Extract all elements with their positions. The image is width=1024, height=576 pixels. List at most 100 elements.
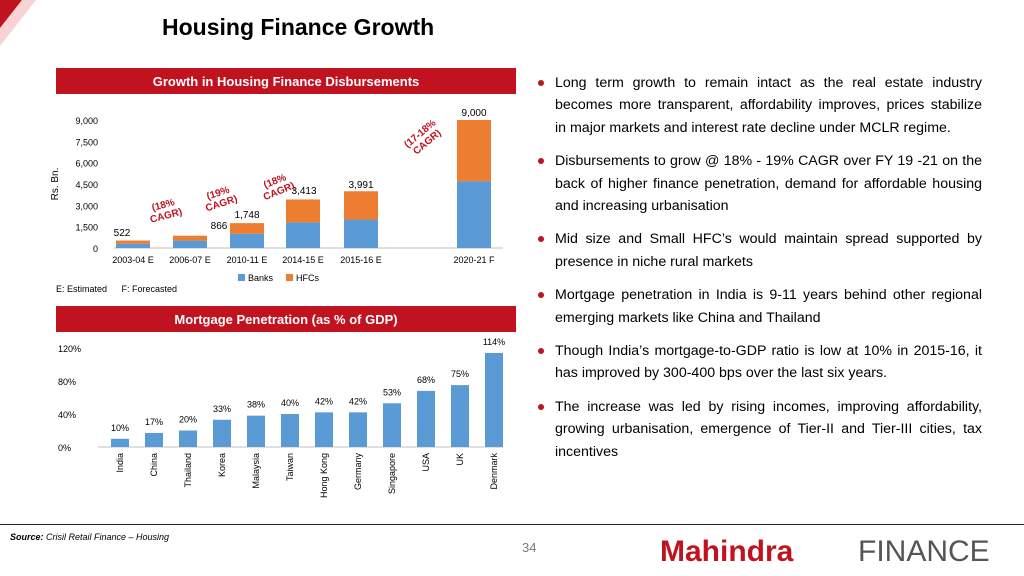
bar-banks	[230, 233, 264, 248]
bullet-item: Mortgage penetration in India is 9-11 ye…	[538, 284, 982, 329]
data-label: 42%	[315, 396, 333, 406]
bar	[281, 414, 299, 447]
bar	[179, 430, 197, 447]
disbursements-chart-header: Growth in Housing Finance Disbursements	[56, 68, 516, 94]
bar	[145, 432, 163, 447]
bar	[417, 390, 435, 447]
legend-label-hfcs: HFCs	[296, 273, 319, 283]
x-tick-label: 2015-16 E	[340, 255, 382, 265]
data-label: 3,413	[291, 186, 316, 197]
x-tick-label: 2020-21 F	[453, 255, 495, 265]
source-note: Source: Crisil Retail Finance – Housing	[10, 532, 169, 542]
legend-swatch-hfcs	[286, 274, 293, 281]
bar	[451, 385, 469, 447]
cagr-annotation: (17-18%CAGR)	[402, 118, 445, 159]
bar-banks	[286, 222, 320, 248]
bar-hfcs	[344, 191, 378, 220]
y-tick-label: 1,500	[75, 223, 98, 233]
y-tick-label: 4,500	[75, 180, 98, 190]
data-label: 114%	[483, 337, 505, 347]
page-title: Housing Finance Growth	[162, 14, 435, 40]
chart-footnote: E: Estimated F: Forecasted	[56, 284, 189, 294]
data-label: 53%	[383, 387, 401, 397]
x-tick-label: Hong Kong	[319, 453, 329, 498]
footnote-estimated: E: Estimated	[56, 284, 108, 294]
corner-decoration	[0, 0, 36, 46]
data-label: 866	[211, 221, 228, 232]
data-label: 20%	[179, 415, 197, 425]
bar-hfcs	[116, 240, 150, 244]
bullet-item: Mid size and Small HFC’s would maintain …	[538, 228, 982, 273]
cagr-annotation: (19%CAGR)	[201, 183, 239, 214]
x-tick-label: UK	[455, 453, 465, 466]
data-label: 17%	[145, 417, 163, 427]
source-label: Source:	[10, 532, 44, 542]
bar	[485, 352, 503, 447]
x-tick-label: Denmark	[489, 453, 499, 490]
disbursements-chart: Rs. Bn. 0 1,500 3,000 4,500 6,000 7,500 9,000 20…	[50, 108, 503, 283]
mortgage-chart: 0% 40% 80% 120% 10% India 17% China 20% Thailand 3…	[58, 337, 505, 498]
bar	[213, 419, 231, 447]
x-tick-label: Taiwan	[285, 453, 295, 481]
y-tick-label: 7,500	[75, 137, 98, 147]
footer-divider	[0, 524, 1024, 525]
data-label: 68%	[417, 375, 435, 385]
bullet-item: The increase was led by rising incomes, …	[538, 396, 982, 463]
bar-hfcs	[286, 199, 320, 223]
bullet-item: Disbursements to grow @ 18% - 19% CAGR o…	[538, 150, 982, 217]
bar	[349, 412, 367, 447]
logo-finance: FINANCE	[858, 535, 990, 568]
y-tick-label: 6,000	[75, 159, 98, 169]
x-tick-label: Singapore	[387, 453, 397, 494]
x-tick-label: 2003-04 E	[112, 255, 154, 265]
y-tick-label: 0%	[58, 443, 71, 453]
x-tick-label: Thailand	[183, 453, 193, 488]
bullet-item: Though India’s mortgage-to-GDP ratio is …	[538, 340, 982, 385]
bar-hfcs	[230, 223, 264, 234]
data-label: 9,000	[461, 108, 486, 119]
x-tick-label: India	[115, 453, 125, 473]
x-tick-label: Malaysia	[251, 453, 261, 489]
y-tick-label: 3,000	[75, 201, 98, 211]
key-points-list: Long term growth to remain intact as the…	[538, 72, 982, 474]
x-tick-label: China	[149, 453, 159, 477]
footnote-forecasted: F: Forecasted	[121, 284, 178, 294]
bar-banks	[344, 219, 378, 248]
x-tick-label: Germany	[353, 453, 363, 491]
data-label: 3,991	[348, 180, 373, 191]
x-tick-label: Korea	[217, 453, 227, 477]
cagr-annotation: (18%CAGR)	[146, 196, 183, 226]
source-text: Crisil Retail Finance – Housing	[43, 532, 170, 542]
y-axis-label: Rs. Bn.	[50, 168, 61, 201]
data-label: 10%	[111, 423, 129, 433]
data-label: 38%	[247, 400, 265, 410]
bullet-item: Long term growth to remain intact as the…	[538, 72, 982, 139]
cagr-annotation: (18%CAGR)	[258, 170, 297, 203]
bar-hfcs	[173, 235, 207, 241]
bar-banks	[457, 181, 491, 248]
y-tick-label: 40%	[58, 410, 76, 420]
data-label: 42%	[349, 396, 367, 406]
data-label: 75%	[451, 369, 469, 379]
x-tick-label: 2006-07 E	[169, 255, 211, 265]
data-label: 33%	[213, 404, 231, 414]
bar	[111, 438, 129, 447]
y-tick-label: 0	[93, 244, 98, 254]
y-tick-label: 80%	[58, 377, 76, 387]
mortgage-chart-header: Mortgage Penetration (as % of GDP)	[56, 306, 516, 332]
data-label: 1,748	[234, 210, 259, 221]
x-tick-label: 2014-15 E	[282, 255, 324, 265]
legend-swatch-banks	[238, 274, 245, 281]
bar	[383, 403, 401, 447]
data-label: 40%	[281, 398, 299, 408]
x-tick-label: 2010-11 E	[227, 255, 268, 265]
data-label: 522	[114, 228, 131, 239]
bar	[247, 415, 265, 447]
mahindra-finance-logo: Mahindra FINANCE	[660, 535, 990, 568]
page-number: 34	[522, 540, 537, 555]
y-tick-label: 9,000	[75, 116, 98, 126]
bar-banks	[116, 243, 150, 248]
bar-banks	[173, 240, 207, 248]
legend-label-banks: Banks	[248, 273, 274, 283]
logo-brand: Mahindra	[660, 535, 794, 568]
